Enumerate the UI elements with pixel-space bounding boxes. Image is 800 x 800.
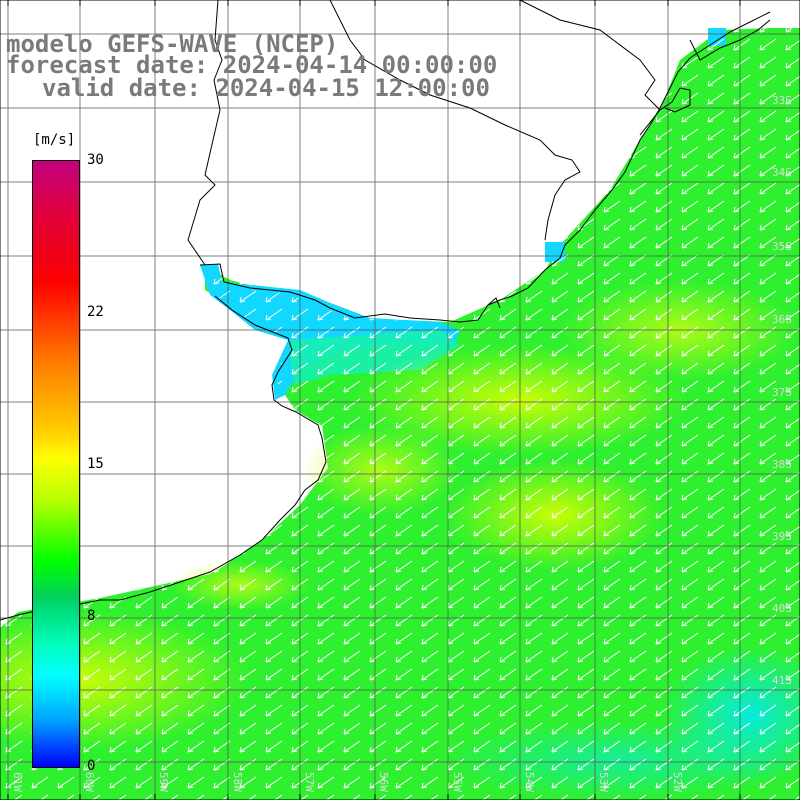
lat-labels: 33S 34S 35S 36S 37S 38S 39S 40S 41S: [772, 94, 792, 687]
lon-label-54W: 54W: [523, 772, 536, 792]
coast-argentina: [0, 295, 327, 621]
valid-date: valid date: 2024-04-15 12:00:00: [42, 74, 490, 102]
lat-label-34S: 34S: [772, 166, 792, 179]
colorbar-tick-8: 8: [87, 608, 96, 624]
lat-label-35S: 35S: [772, 240, 792, 253]
lon-label-61W: 61W: [11, 772, 24, 792]
coast-uruguay-brazil: [487, 11, 771, 306]
lat-label-37S: 37S: [772, 386, 792, 399]
coast-brazil-lagoon: [519, 0, 771, 111]
lon-label-55W: 55W: [451, 772, 464, 792]
colorbar-unit: [m/s]: [33, 132, 76, 148]
colorbar-tick-30: 30: [87, 152, 104, 168]
lat-label-39S: 39S: [772, 530, 792, 543]
lon-label-59W: 59W: [157, 772, 170, 792]
lon-label-52W: 52W: [671, 772, 684, 792]
colorbar-tick-22: 22: [87, 304, 104, 320]
colorbar-tick-0: 0: [87, 758, 96, 774]
forecast-date: forecast date: 2024-04-14 00:00:00: [6, 51, 498, 79]
border-uruguay-argentina: [187, 0, 223, 266]
lat-label-38S: 38S: [772, 458, 792, 471]
lat-label-40S: 40S: [772, 602, 792, 615]
lon-label-53W: 53W: [597, 772, 610, 792]
lon-label-57W: 57W: [303, 772, 316, 792]
lon-labels: 61W 60W 59W 58W 57W 56W 55W 54W 53W 52W: [11, 772, 684, 792]
coast-rio-de-la-plata-north: [199, 263, 501, 323]
ocean-field: [0, 28, 800, 800]
lat-label-33S: 33S: [772, 94, 792, 107]
lat-label-41S: 41S: [772, 674, 792, 687]
colorbar-tick-15: 15: [87, 456, 104, 472]
lon-label-60W: 60W: [83, 772, 96, 792]
brazil-inner: [639, 87, 691, 136]
lon-label-56W: 56W: [377, 772, 390, 792]
colorbar-gradient: [32, 160, 80, 768]
lat-label-36S: 36S: [772, 313, 792, 326]
model-title: modelo GEFS-WAVE (NCEP): [6, 30, 339, 58]
lon-label-58W: 58W: [231, 772, 244, 792]
border-uruguay-brazil: [329, 0, 581, 241]
coastlines: [0, 0, 771, 621]
wind-arrows: [0, 28, 800, 800]
